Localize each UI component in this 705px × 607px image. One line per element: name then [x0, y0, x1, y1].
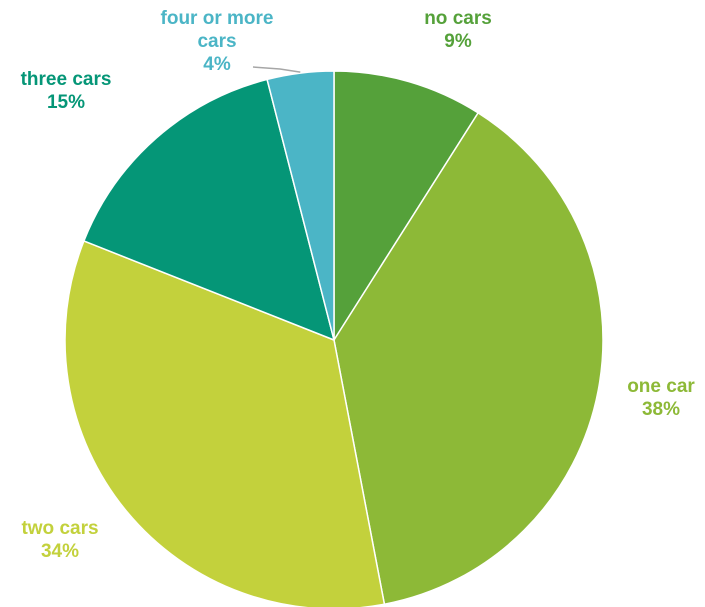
slice-percent-label: 34% — [41, 541, 79, 562]
slice-category-label: four or more — [161, 8, 274, 29]
pie-slice-four-or-more-cars — [266, 70, 335, 341]
pie-slice-two-cars — [64, 240, 386, 607]
slice-percent-label: 9% — [444, 31, 472, 52]
slice-category-label: cars — [197, 31, 236, 52]
leader-line-four-or-more-cars — [252, 66, 301, 73]
pie-slice-no-cars — [333, 70, 479, 341]
leader-lines-layer — [252, 66, 301, 73]
slice-category-label: three cars — [21, 69, 112, 90]
slice-category-label: no cars — [424, 8, 492, 29]
pie-slice-one-car — [333, 112, 604, 605]
slice-category-label: two cars — [21, 518, 98, 539]
slice-percent-label: 15% — [47, 92, 85, 113]
slice-percent-label: 4% — [203, 54, 231, 75]
slice-category-label: one car — [627, 376, 695, 397]
slice-percent-label: 38% — [642, 399, 680, 420]
pie-slice-three-cars — [83, 78, 335, 341]
slices-layer — [64, 70, 604, 607]
